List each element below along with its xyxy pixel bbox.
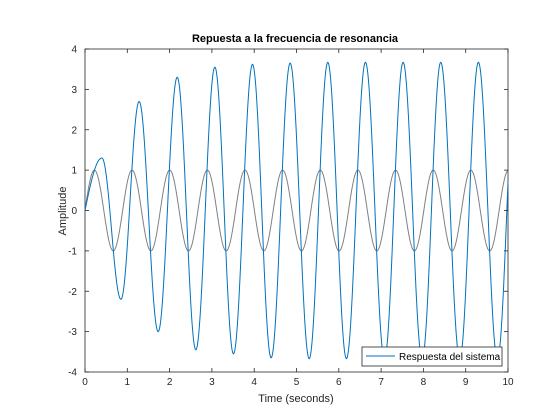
x-tick-label: 3	[209, 377, 215, 388]
y-tick-label: -3	[68, 327, 77, 338]
y-tick-label: -4	[68, 368, 77, 379]
x-tick-label: 0	[82, 377, 88, 388]
legend-box	[361, 346, 503, 367]
y-tick-label: 3	[71, 85, 77, 96]
x-tick-label: 2	[167, 377, 173, 388]
x-tick-label: 4	[251, 377, 257, 388]
plot-layer	[84, 61, 509, 360]
chart-title: Repuesta a la frecuencia de resonancia	[192, 33, 399, 45]
y-tick-label: -1	[68, 246, 77, 257]
y-tick-label: -2	[68, 287, 77, 298]
x-axis-label: Time (seconds)	[258, 393, 333, 405]
x-tick-label: 5	[294, 377, 300, 388]
y-tick-label: 0	[71, 206, 77, 217]
series-response-line	[84, 61, 509, 360]
y-axis-label: Amplitude	[57, 187, 69, 236]
legend-label: Respuesta del sistema	[399, 352, 501, 363]
series-reference-line	[84, 169, 509, 252]
legend: Respuesta del sistema	[361, 346, 503, 367]
y-tick-label: 2	[71, 125, 77, 136]
x-tick-label: 7	[378, 377, 384, 388]
y-tick-label: 1	[71, 166, 77, 177]
x-tick-label: 8	[421, 377, 427, 388]
y-tick-label: 4	[71, 45, 77, 56]
x-tick-label: 9	[463, 377, 469, 388]
x-tick-label: 6	[336, 377, 342, 388]
x-tick-label: 10	[502, 377, 514, 388]
x-tick-label: 1	[125, 377, 131, 388]
